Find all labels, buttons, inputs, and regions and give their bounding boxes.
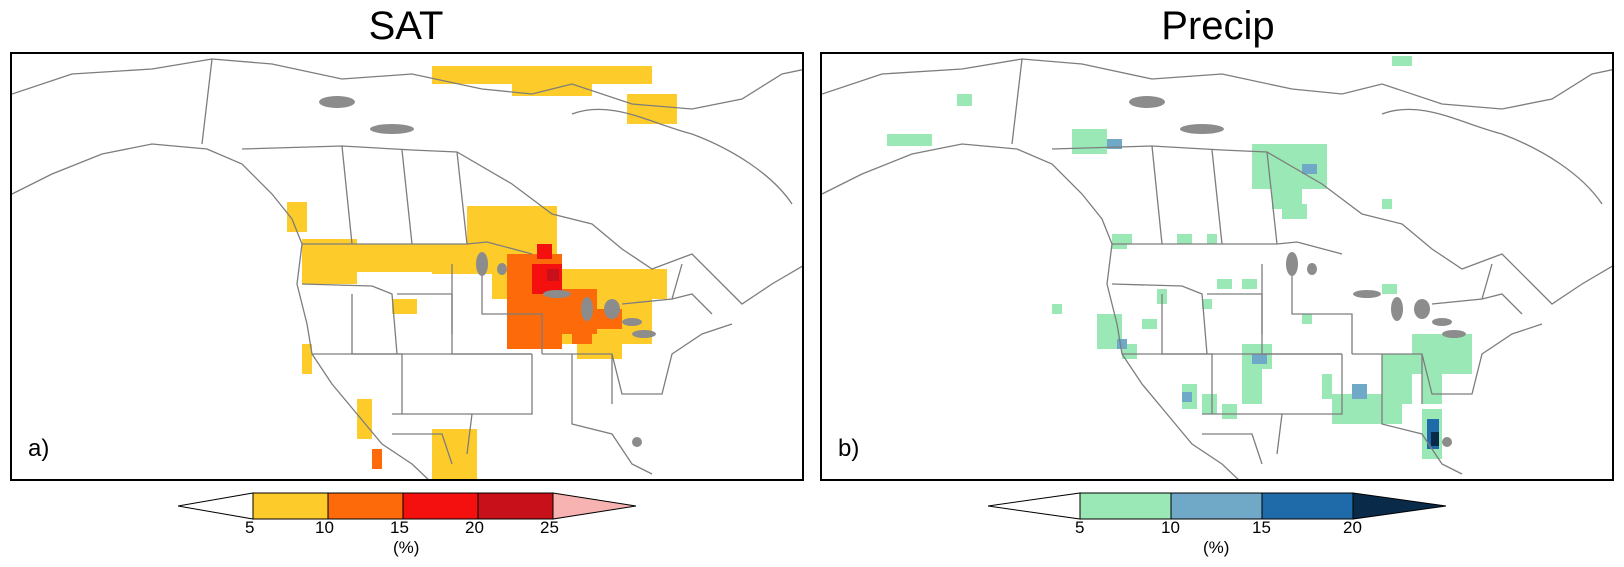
precip-colorbar-tick: 5 [1075,518,1085,537]
sat-shading-20-25 [547,269,559,281]
precip-colorbar-bin-15-20 [1261,492,1354,520]
map-boundaries [822,58,1612,479]
sat-colorbar-over [552,492,637,520]
sat-colorbar-tick: 20 [465,518,484,537]
sat-colorbar-bin-5-10 [252,492,329,520]
panel-b-label: b) [838,435,860,462]
precip-colorbar-bin-10-15 [1170,492,1263,520]
lakes [319,96,656,447]
sat-colorbar-bin-10-15 [327,492,404,520]
precip-shading-over-20 [1431,432,1439,446]
sat-colorbar-unit: (%) [393,538,420,557]
sat-colorbar [178,492,637,520]
map-boundaries [12,58,802,479]
sat-map-panel: a) [10,52,804,481]
precip-map-panel: b) [820,52,1614,481]
sat-map [12,58,802,479]
sat-colorbar-tick: 5 [245,518,255,537]
precip-colorbar [988,492,1447,520]
precip-colorbar-over [1352,492,1447,520]
panel-a-label: a) [28,435,50,462]
precip-shading-5-10 [887,56,1472,459]
sat-colorbar-tick: 15 [390,518,409,537]
precip-shading-10-15 [1107,139,1367,402]
panel-a-title: SAT [368,4,444,48]
sat-colorbar-tick: 25 [540,518,559,537]
precip-colorbar-tick: 15 [1252,518,1271,537]
sat-colorbar-bin-15-20 [402,492,479,520]
precip-colorbar-tick: 10 [1161,518,1180,537]
precip-colorbar-unit: (%) [1203,538,1230,557]
precip-colorbar-tick: 20 [1343,518,1362,537]
precip-map [822,56,1612,479]
precip-colorbar-under [988,492,1081,520]
sat-colorbar-tick: 10 [315,518,334,537]
sat-colorbar-bin-20-25 [477,492,554,520]
sat-colorbar-under [178,492,254,520]
precip-colorbar-bin-5-10 [1079,492,1172,520]
panel-b-title: Precip [1161,4,1275,48]
lakes [1129,96,1466,447]
